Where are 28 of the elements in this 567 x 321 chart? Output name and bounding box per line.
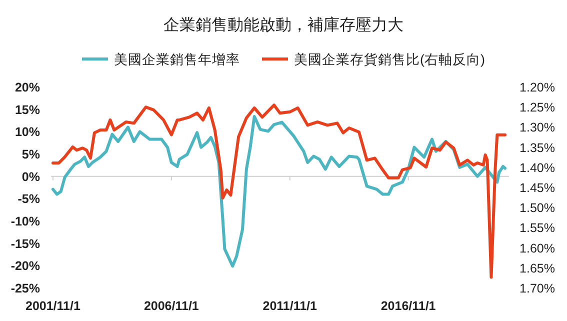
x-tick-label: 2006/11/1 — [144, 299, 199, 313]
y-tick-label: -20% — [10, 259, 40, 274]
y-tick-label: 0% — [22, 170, 40, 184]
y-tick-label: -5% — [18, 192, 40, 206]
y-tick-label: 15% — [14, 102, 40, 117]
legend-label: 美國企業銷售年增率 — [114, 52, 240, 67]
y-tick-label: -25% — [10, 282, 40, 296]
y2-tick-label: 1.20% — [520, 80, 555, 94]
x-tick-label: 2016/11/1 — [380, 299, 436, 313]
y-tick-label: -15% — [10, 236, 40, 251]
y2-tick-label: 1.35% — [520, 140, 555, 155]
y2-tick-label: 1.55% — [520, 221, 555, 236]
chart-title: 企業銷售動能啟動，補庫存壓力大 — [164, 16, 404, 34]
legend-label: 美國企業存貨銷售比(右軸反向) — [294, 52, 485, 67]
y2-tick-label: 1.65% — [520, 261, 555, 276]
x-tick-label: 2001/11/1 — [26, 299, 80, 313]
y2-tick-label: 1.60% — [520, 241, 555, 256]
y-tick-label: 5% — [22, 148, 40, 162]
y2-tick-label: 1.30% — [520, 120, 555, 135]
y-tick-label: -10% — [10, 214, 40, 228]
y2-tick-label: 1.70% — [520, 282, 555, 296]
x-tick-label: 2011/11/1 — [262, 299, 318, 313]
y-tick-label: 10% — [14, 125, 40, 140]
y2-tick-label: 1.50% — [520, 201, 555, 216]
y2-tick-label: 1.45% — [520, 181, 555, 195]
y2-tick-label: 1.40% — [520, 160, 555, 175]
y2-tick-label: 1.25% — [520, 100, 555, 115]
y-tick-label: 20% — [14, 80, 40, 94]
